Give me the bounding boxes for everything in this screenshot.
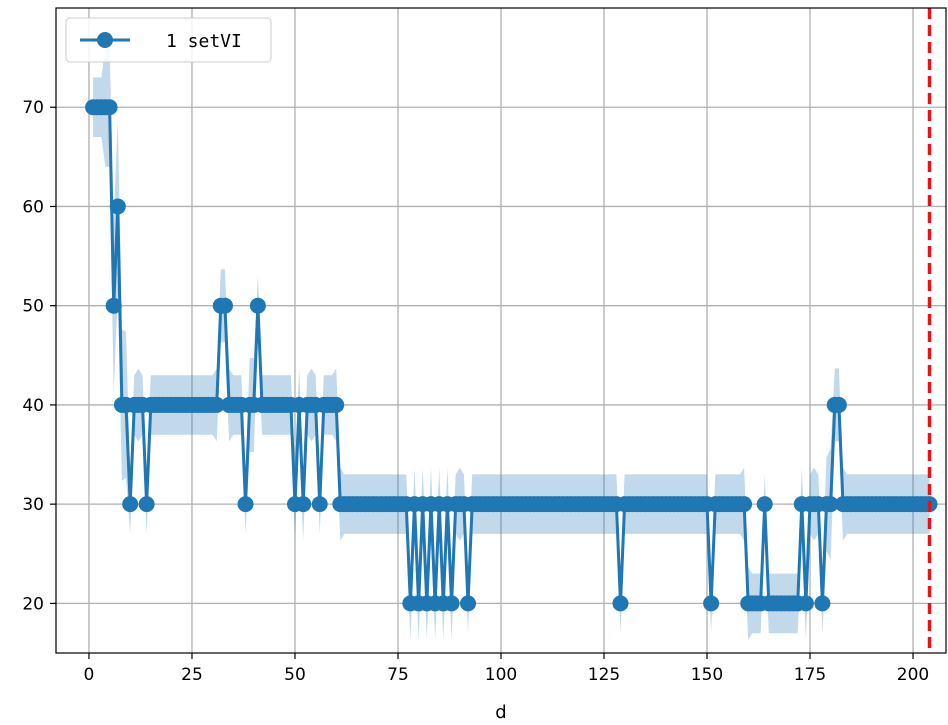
y-axis: 20 30 40 50 60 70 (22, 98, 56, 614)
data-point (101, 99, 118, 116)
y-tick-label: 20 (22, 594, 44, 614)
data-point (797, 595, 814, 612)
x-tick-label: 50 (284, 665, 306, 685)
y-tick-label: 40 (22, 396, 44, 416)
data-point (216, 297, 233, 314)
x-tick-label: 100 (485, 665, 517, 685)
x-axis: 0 25 50 75 100 125 150 175 200 (84, 653, 929, 685)
x-tick-label: 75 (387, 665, 409, 685)
y-tick-label: 60 (22, 197, 44, 217)
data-point (138, 496, 155, 513)
data-point (122, 496, 139, 513)
data-point (237, 496, 254, 513)
data-point (208, 396, 225, 413)
legend-box (65, 17, 272, 63)
data-point (830, 396, 847, 413)
data-point (443, 595, 460, 612)
legend: 1 setVI (65, 17, 272, 63)
x-tick-label: 125 (588, 665, 620, 685)
x-tick-label: 150 (691, 665, 723, 685)
data-point (756, 496, 773, 513)
data-point (814, 595, 831, 612)
data-point (328, 396, 345, 413)
x-tick-label: 175 (794, 665, 826, 685)
data-point (249, 297, 266, 314)
data-point (612, 595, 629, 612)
y-tick-label: 30 (22, 495, 44, 515)
x-tick-label: 200 (897, 665, 929, 685)
data-point (109, 198, 126, 215)
data-point (105, 297, 122, 314)
data-point (736, 496, 753, 513)
data-point (822, 496, 839, 513)
legend-label: 1 setVI (166, 31, 242, 52)
data-point (703, 595, 720, 612)
x-tick-label: 0 (84, 665, 95, 685)
y-tick-label: 50 (22, 297, 44, 317)
x-axis-label: d (495, 702, 506, 723)
data-point (295, 496, 312, 513)
y-tick-label: 70 (22, 98, 44, 118)
data-point (460, 595, 477, 612)
series-layer (85, 99, 938, 612)
x-tick-label: 25 (181, 665, 203, 685)
legend-marker-swatch (97, 32, 113, 48)
data-point (311, 496, 328, 513)
